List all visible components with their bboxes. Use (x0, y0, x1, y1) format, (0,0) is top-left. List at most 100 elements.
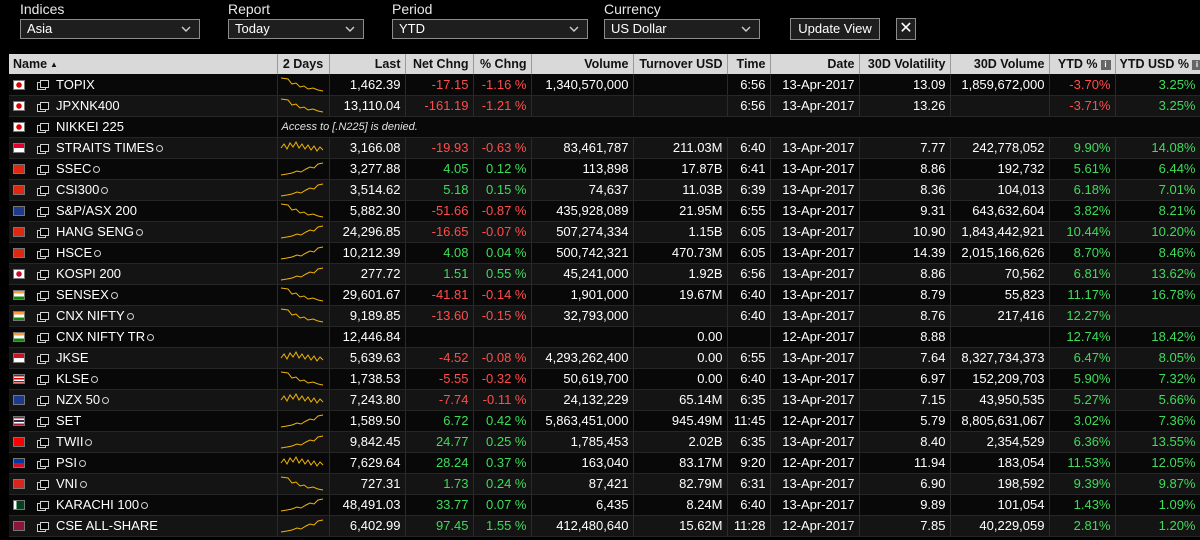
index-name[interactable]: CNX NIFTY TR (56, 329, 146, 345)
col-date-header[interactable]: Date (770, 54, 860, 74)
table-row[interactable]: HSCE 10,212.39 4.08 0.04 % 500,742,321 470.73… (9, 242, 1200, 264)
new-window-icon[interactable] (37, 500, 49, 511)
new-window-icon[interactable] (37, 374, 49, 385)
col-name-header[interactable]: Name ▲ (9, 54, 278, 74)
new-window-icon[interactable] (37, 101, 49, 112)
col-2days-header[interactable]: 2 Days (277, 54, 330, 74)
name-cell[interactable]: KOSPI 200 (9, 263, 278, 285)
index-name[interactable]: TWII (56, 434, 84, 450)
name-cell[interactable]: S&P/ASX 200 (9, 200, 278, 222)
index-name[interactable]: STRAITS TIMES (56, 140, 154, 156)
table-row[interactable]: SENSEX 29,601.67 -41.81 -0.14 % 1,901,000 19.… (9, 284, 1200, 306)
index-name[interactable]: TOPIX (56, 77, 95, 93)
name-cell[interactable]: CSE ALL-SHARE (9, 515, 278, 537)
table-row[interactable]: STRAITS TIMES 3,166.08 -19.93 -0.63 % 83,461… (9, 137, 1200, 159)
new-window-icon[interactable] (37, 206, 49, 217)
index-name[interactable]: SSEC (56, 161, 92, 177)
col-volume-header[interactable]: Volume (531, 54, 634, 74)
col-30d-volatility-header[interactable]: 30D Volatility (859, 54, 951, 74)
name-cell[interactable]: TWII (9, 431, 278, 453)
index-name[interactable]: JKSE (56, 350, 89, 366)
indices-select[interactable]: Asia (20, 19, 200, 39)
name-cell[interactable]: SET (9, 410, 278, 432)
new-window-icon[interactable] (37, 353, 49, 364)
table-row[interactable]: CSE ALL-SHARE 6,402.99 97.45 1.55 % 412,480,… (9, 515, 1200, 537)
name-cell[interactable]: NZX 50 (9, 389, 278, 411)
table-row[interactable]: KLSE 1,738.53 -5.55 -0.32 % 50,619,700 0.00 6:… (9, 368, 1200, 390)
col-last-header[interactable]: Last (329, 54, 406, 74)
new-window-icon[interactable] (37, 164, 49, 175)
name-cell[interactable]: KLSE (9, 368, 278, 390)
currency-select[interactable]: US Dollar (604, 19, 760, 39)
table-row[interactable]: NZX 50 7,243.80 -7.74 -0.11 % 24,132,229 65.1… (9, 389, 1200, 411)
new-window-icon[interactable] (37, 437, 49, 448)
new-window-icon[interactable] (37, 416, 49, 427)
new-window-icon[interactable] (37, 479, 49, 490)
table-row[interactable]: S&P/ASX 200 5,882.30 -51.66 -0.87 % 435,928,… (9, 200, 1200, 222)
new-window-icon[interactable] (37, 185, 49, 196)
new-window-icon[interactable] (37, 248, 49, 259)
table-row[interactable]: SSEC 3,277.88 4.05 0.12 % 113,898 17.87B 6:41 1… (9, 158, 1200, 180)
new-window-icon[interactable] (37, 311, 49, 322)
new-window-icon[interactable] (37, 521, 49, 532)
new-window-icon[interactable] (37, 122, 49, 133)
index-name[interactable]: CSI300 (56, 182, 100, 198)
name-cell[interactable]: CNX NIFTY TR (9, 326, 278, 348)
col-ytd-usd-header[interactable]: YTD USD % i (1115, 54, 1200, 74)
index-name[interactable]: SET (56, 413, 82, 429)
index-name[interactable]: PSI (56, 455, 77, 471)
index-name[interactable]: CNX NIFTY (56, 308, 125, 324)
new-window-icon[interactable] (37, 395, 49, 406)
table-row[interactable]: VNI 727.31 1.73 0.24 % 87,421 82.79M 6:31 13-Ap… (9, 473, 1200, 495)
index-name[interactable]: NZX 50 (56, 392, 101, 408)
new-window-icon[interactable] (37, 290, 49, 301)
table-row[interactable]: KOSPI 200 277.72 1.51 0.55 % 45,241,000 1.92B… (9, 263, 1200, 285)
name-cell[interactable]: PSI (9, 452, 278, 474)
table-row[interactable]: CSI300 3,514.62 5.18 0.15 % 74,637 11.03B 6:39… (9, 179, 1200, 201)
info-icon[interactable]: i (1100, 59, 1111, 70)
col-turnover-header[interactable]: Turnover USD (633, 54, 728, 74)
index-name[interactable]: SENSEX (56, 287, 109, 303)
name-cell[interactable]: HSCE (9, 242, 278, 264)
new-window-icon[interactable] (37, 227, 49, 238)
name-cell[interactable]: STRAITS TIMES (9, 137, 278, 159)
table-row[interactable]: CNX NIFTY 9,189.85 -13.60 -0.15 % 32,793,000… (9, 305, 1200, 327)
update-view-button[interactable]: Update View (790, 18, 880, 40)
name-cell[interactable]: SENSEX (9, 284, 278, 306)
table-row[interactable]: JKSE 5,639.63 -4.52 -0.08 % 4,293,262,400 0.0… (9, 347, 1200, 369)
table-row[interactable]: SET 1,589.50 6.72 0.42 % 5,863,451,000 945.49… (9, 410, 1200, 432)
new-window-icon[interactable] (37, 332, 49, 343)
index-name[interactable]: VNI (56, 476, 78, 492)
table-row[interactable]: TOPIX 1,462.39 -17.15 -1.16 % 1,340,570,000 6… (9, 74, 1200, 96)
table-row[interactable]: KARACHI 100 48,491.03 33.77 0.07 % 6,435 8.24… (9, 494, 1200, 516)
new-window-icon[interactable] (37, 458, 49, 469)
col-ytd-header[interactable]: YTD % i (1049, 54, 1116, 74)
index-name[interactable]: NIKKEI 225 (56, 119, 124, 135)
name-cell[interactable]: JKSE (9, 347, 278, 369)
close-button[interactable]: ✕ (896, 18, 916, 40)
table-row[interactable]: HANG SENG 24,296.85 -16.65 -0.07 % 507,274,3… (9, 221, 1200, 243)
name-cell[interactable]: KARACHI 100 (9, 494, 278, 516)
name-cell[interactable]: TOPIX (9, 74, 278, 96)
new-window-icon[interactable] (37, 269, 49, 280)
new-window-icon[interactable] (37, 143, 49, 154)
col-30d-volume-header[interactable]: 30D Volume (950, 54, 1050, 74)
period-select[interactable]: YTD (392, 19, 588, 39)
col-time-header[interactable]: Time (727, 54, 771, 74)
index-name[interactable]: KARACHI 100 (56, 497, 140, 513)
name-cell[interactable]: SSEC (9, 158, 278, 180)
name-cell[interactable]: VNI (9, 473, 278, 495)
new-window-icon[interactable] (37, 80, 49, 91)
index-name[interactable]: S&P/ASX 200 (56, 203, 137, 219)
name-cell[interactable]: CNX NIFTY (9, 305, 278, 327)
table-row[interactable]: CNX NIFTY TR 12,446.84 0.00 12-Apr-2017 8.88… (9, 326, 1200, 348)
col-pct-chng-header[interactable]: % Chng (473, 54, 532, 74)
table-row[interactable]: PSI 7,629.64 28.24 0.37 % 163,040 83.17M 9:20 1… (9, 452, 1200, 474)
table-row[interactable]: NIKKEI 225 Access to [.N225] is denied. (9, 116, 1200, 138)
index-name[interactable]: KLSE (56, 371, 90, 387)
index-name[interactable]: CSE ALL-SHARE (56, 518, 158, 534)
index-name[interactable]: KOSPI 200 (56, 266, 122, 282)
index-name[interactable]: HSCE (56, 245, 93, 261)
name-cell[interactable]: NIKKEI 225 (9, 116, 278, 138)
name-cell[interactable]: CSI300 (9, 179, 278, 201)
